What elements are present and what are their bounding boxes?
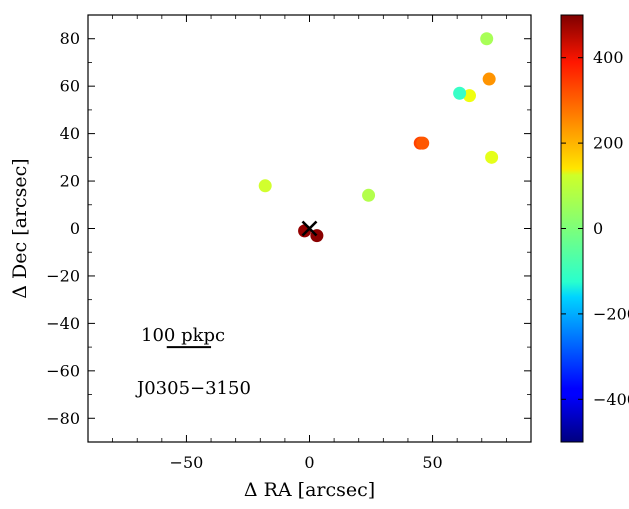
- colorbar-tick-label: 400: [593, 48, 624, 67]
- y-tick-label: −20: [46, 266, 80, 285]
- data-point: [416, 136, 430, 150]
- y-tick-label: 40: [60, 124, 80, 143]
- data-point: [362, 188, 376, 202]
- data-point: [258, 179, 272, 193]
- colorbar-axis: −400 −200 0 200 400: [561, 48, 629, 409]
- y-tick-label: 60: [60, 77, 80, 96]
- y-tick-label: 80: [60, 29, 80, 48]
- y-axis-title: Δ Dec [arcsec]: [9, 158, 31, 298]
- x-tick-label: 0: [304, 453, 314, 472]
- data-point: [482, 72, 496, 86]
- data-point: [485, 150, 499, 164]
- field-label: J0305−3150: [135, 378, 251, 399]
- data-point: [480, 32, 494, 46]
- scatter-points: [258, 32, 499, 243]
- colorbar-tick-label: 200: [593, 134, 624, 153]
- colorbar-tick-label: 0: [593, 219, 603, 238]
- quasar-marker: [301, 220, 318, 237]
- colorbar-tick-label: −400: [593, 390, 629, 409]
- colorbar-tick-label: −200: [593, 304, 629, 323]
- quasar-x-stroke: [301, 220, 318, 237]
- x-tick-label: −50: [170, 453, 204, 472]
- x-axis-title: Δ RA [arcsec]: [244, 479, 375, 501]
- data-point: [453, 86, 467, 100]
- y-tick-label: −60: [46, 361, 80, 380]
- scale-bar-label: 100 pkpc: [141, 325, 225, 346]
- data-point: [462, 89, 476, 103]
- y-tick-label: −40: [46, 314, 80, 333]
- y-tick-label: −80: [46, 409, 80, 428]
- y-tick-label: 0: [70, 219, 80, 238]
- x-tick-label: 50: [422, 453, 442, 472]
- y-tick-label: 20: [60, 172, 80, 191]
- x-axis: −50 0 50: [112, 15, 507, 472]
- y-axis: −80 −60 −40 −20 0 20 40 60 80: [46, 14, 531, 443]
